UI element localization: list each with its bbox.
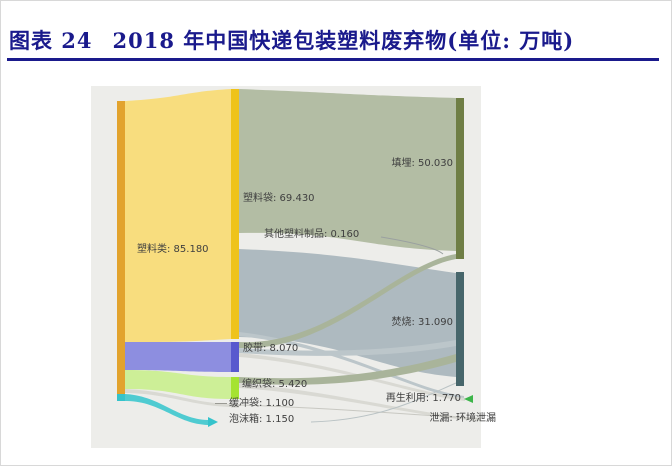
label-plastics-total: 塑料类: 85.180 <box>137 244 209 255</box>
label-other-plastic: 其他塑料制品: 0.160 <box>264 229 360 240</box>
flow-tape-to-landfill <box>239 254 456 349</box>
label-recycling: 再生利用: 1.770 <box>385 393 461 404</box>
figure-title: 图表 24 2018 年中国快递包装塑料废弃物(单位: 万吨) <box>9 25 574 55</box>
label-woven-bag: 编织袋: 5.420 <box>242 379 308 390</box>
flow-plastics-to-buffer <box>125 389 231 407</box>
node-landfill <box>456 98 464 259</box>
label-tape: 胶带: 8.070 <box>243 343 299 354</box>
sankey-svg <box>117 89 481 427</box>
title-underline <box>7 58 659 61</box>
flow-buffer-to-leakage <box>238 404 481 419</box>
flow-bag-to-landfill <box>239 89 456 251</box>
node-tape <box>231 342 239 372</box>
node-plastic-bag <box>231 89 239 339</box>
label-leakage: 泄漏: 环境泄漏 <box>429 413 496 424</box>
label-foam-box: 泡沫箱: 1.150 <box>229 414 295 425</box>
flow-plastics-to-woven <box>125 370 231 399</box>
flow-bag-to-recycling <box>239 332 464 399</box>
flow-plastics-to-bag <box>125 89 231 342</box>
label-incineration: 焚烧: 31.090 <box>391 317 453 328</box>
flow-woven-to-incineration <box>239 354 456 385</box>
node-woven-bag <box>231 377 239 399</box>
label-landfill: 填埋: 50.030 <box>391 158 453 169</box>
flow-tape-to-incineration <box>239 340 456 356</box>
label-buffer-bag: 缓冲袋: 1.100 <box>229 398 295 409</box>
flow-tape-to-recycling <box>239 353 465 401</box>
foam-arrow-icon <box>208 417 218 427</box>
flow-plastics-to-tape <box>125 342 231 372</box>
flow-woven-to-leakage <box>239 383 481 422</box>
figure-label: 图表 24 <box>9 28 93 53</box>
buffer-leader-line <box>215 403 227 404</box>
node-plastics-foam-segment <box>117 394 125 401</box>
sankey-chart: 塑料类: 85.180 塑料袋: 69.430 其他塑料制品: 0.160 胶带… <box>91 86 496 448</box>
flow-other-plastic-leader <box>380 236 444 255</box>
node-incineration <box>456 272 464 386</box>
flow-foam-to-incineration <box>310 382 457 423</box>
node-buffer-bag <box>231 404 239 408</box>
figure-caption: 2018 年中国快递包装塑料废弃物(单位: 万吨) <box>112 28 575 53</box>
flow-plastics-to-foam <box>125 394 208 425</box>
recycling-arrow-icon <box>464 395 473 403</box>
node-plastics-total <box>117 101 125 394</box>
label-plastic-bag: 塑料袋: 69.430 <box>243 193 315 204</box>
